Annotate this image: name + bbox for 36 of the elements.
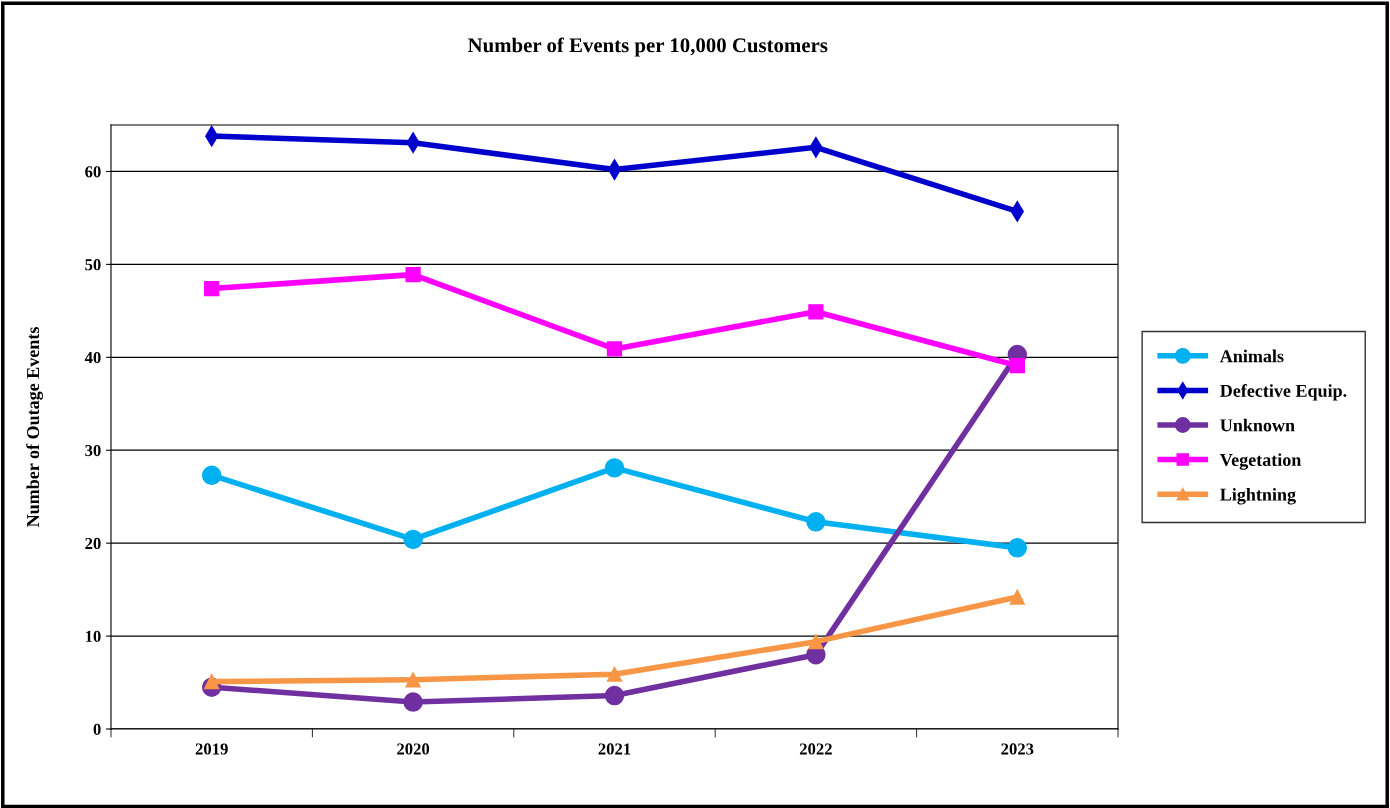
y-axis-title: Number of Outage Events: [26, 327, 43, 528]
point: [204, 280, 220, 297]
x-tick-label: 2020: [397, 743, 430, 755]
point: [201, 465, 222, 486]
legend-label: Defective Equip.: [1220, 384, 1347, 401]
chart-title: Number of Events per 10,000 Customers: [467, 37, 828, 57]
y-tick-label: 30: [85, 444, 101, 457]
point: [1009, 589, 1025, 605]
point: [405, 672, 421, 688]
point: [405, 266, 421, 283]
point: [606, 666, 623, 682]
point: [403, 529, 423, 550]
point: [808, 304, 824, 320]
legend-label: Lightning: [1220, 487, 1296, 505]
point: [806, 512, 826, 532]
legend-label: Unknown: [1220, 418, 1295, 432]
point: [204, 673, 220, 690]
point: [1009, 358, 1025, 374]
x-tick-label: 2023: [1001, 743, 1034, 755]
point: [808, 634, 824, 650]
x-tick-label: 2022: [799, 743, 832, 755]
y-tick-label: 50: [85, 259, 101, 271]
y-tick-label: 40: [84, 352, 101, 364]
point: [1007, 538, 1028, 558]
y-tick-label: 60: [85, 166, 101, 178]
legend-label: Animals: [1219, 349, 1284, 363]
y-tick-label: 0: [93, 723, 101, 735]
point: [403, 692, 423, 712]
point: [604, 685, 625, 706]
point: [606, 341, 623, 357]
legend-label: Vegetation: [1219, 453, 1302, 470]
x-tick-label: 2019: [195, 743, 228, 755]
y-tick-label: 10: [85, 630, 101, 643]
point: [604, 458, 625, 478]
y-tick-label: 20: [85, 537, 101, 550]
x-tick-label: 2021: [598, 743, 631, 755]
